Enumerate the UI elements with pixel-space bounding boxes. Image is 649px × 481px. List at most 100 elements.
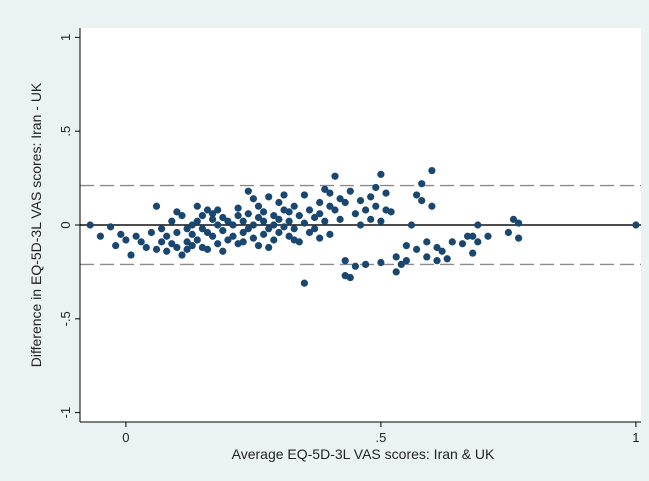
- data-point: [234, 212, 242, 220]
- data-point: [209, 232, 217, 240]
- data-points: [86, 166, 640, 287]
- data-point: [219, 227, 227, 235]
- data-point: [377, 217, 385, 225]
- data-point: [152, 202, 161, 210]
- data-point: [270, 236, 278, 244]
- data-point: [214, 221, 222, 229]
- data-point: [270, 212, 278, 220]
- data-point: [300, 279, 308, 287]
- data-point: [326, 230, 334, 238]
- data-point: [418, 197, 426, 205]
- data-point: [254, 202, 263, 210]
- data-point: [300, 191, 308, 199]
- data-point: [397, 260, 405, 268]
- data-point: [515, 219, 523, 227]
- data-point: [254, 213, 263, 222]
- data-point: [188, 221, 196, 229]
- data-point: [265, 243, 273, 252]
- data-point: [117, 230, 125, 238]
- data-point: [249, 195, 257, 203]
- data-point: [402, 257, 410, 265]
- data-point: [168, 217, 176, 225]
- data-point: [260, 217, 268, 225]
- data-point: [280, 191, 288, 199]
- data-point: [188, 230, 196, 238]
- x-tick-label: 1: [632, 430, 639, 445]
- data-point: [198, 212, 206, 220]
- data-point: [86, 221, 94, 229]
- data-point: [239, 217, 247, 225]
- x-tick-label: .5: [375, 430, 386, 445]
- data-point: [433, 257, 441, 265]
- data-point: [285, 232, 293, 240]
- data-point: [163, 247, 171, 255]
- data-point: [203, 206, 212, 214]
- data-point: [214, 240, 222, 248]
- data-point: [234, 204, 242, 212]
- data-point: [392, 268, 400, 276]
- data-point: [316, 210, 324, 218]
- data-point: [336, 215, 344, 223]
- data-point: [443, 255, 451, 263]
- data-point: [311, 225, 319, 233]
- data-point: [219, 247, 227, 255]
- data-point: [265, 193, 273, 201]
- data-point: [515, 234, 523, 242]
- data-point: [392, 253, 400, 261]
- data-point: [321, 217, 329, 225]
- data-point: [254, 242, 263, 250]
- data-point: [132, 232, 140, 240]
- data-point: [285, 208, 293, 216]
- data-point: [356, 221, 365, 229]
- data-point: [178, 212, 186, 220]
- data-point: [377, 170, 385, 178]
- data-point: [464, 232, 472, 240]
- data-point: [158, 225, 166, 233]
- data-point: [413, 191, 421, 199]
- data-point: [244, 225, 252, 233]
- data-point: [239, 228, 247, 237]
- data-point: [244, 210, 252, 218]
- data-point: [362, 206, 370, 214]
- data-point: [209, 210, 217, 218]
- data-point: [469, 249, 477, 257]
- data-point: [474, 238, 482, 246]
- data-point: [183, 238, 191, 246]
- data-point: [632, 221, 640, 229]
- data-point: [290, 225, 298, 233]
- ticks: 1 .5 0 -.5 -1 0 .5 1: [58, 34, 640, 445]
- data-point: [219, 213, 227, 222]
- data-point: [203, 245, 212, 253]
- data-point: [377, 258, 385, 267]
- data-point: [336, 195, 344, 203]
- data-point: [356, 197, 365, 205]
- data-point: [193, 236, 201, 244]
- y-tick-label: 1: [58, 34, 73, 41]
- data-point: [198, 225, 206, 233]
- x-tick-label: 0: [122, 430, 129, 445]
- data-point: [127, 251, 135, 259]
- data-point: [270, 221, 278, 229]
- data-point: [193, 217, 201, 225]
- data-point: [224, 217, 232, 225]
- data-point: [275, 228, 283, 237]
- data-point: [224, 236, 232, 244]
- data-point: [295, 238, 303, 246]
- data-point: [474, 221, 482, 229]
- data-point: [316, 234, 324, 242]
- data-point: [214, 206, 222, 214]
- data-point: [229, 232, 237, 240]
- data-point: [183, 225, 191, 233]
- data-point: [341, 198, 349, 207]
- data-point: [203, 228, 212, 237]
- data-point: [402, 242, 410, 250]
- x-axis-label: Average EQ-5D-3L VAS scores: Iran & UK: [232, 446, 495, 462]
- data-point: [362, 260, 370, 268]
- data-point: [209, 215, 217, 223]
- y-axis-label: Difference in EQ-5D-3L VAS scores: Iran …: [28, 82, 44, 367]
- data-point: [137, 238, 145, 246]
- data-point: [244, 187, 252, 195]
- data-point: [239, 238, 247, 246]
- data-point: [178, 251, 186, 259]
